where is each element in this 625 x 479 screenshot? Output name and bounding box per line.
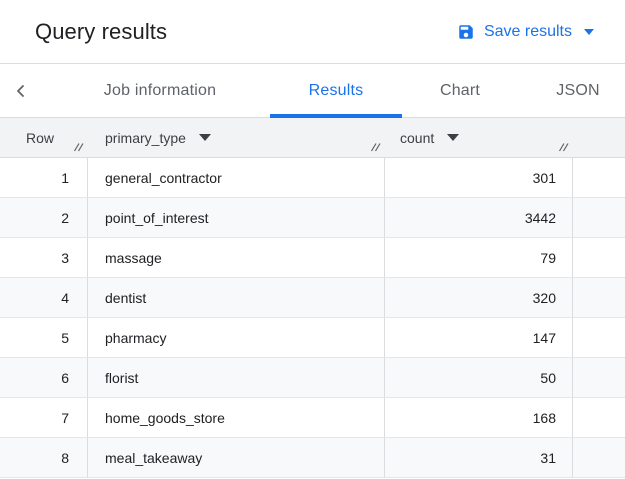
column-resize-handle-icon[interactable] bbox=[558, 142, 569, 152]
count-cell[interactable]: 301 bbox=[385, 158, 573, 197]
count-cell[interactable]: 147 bbox=[385, 318, 573, 357]
table-row[interactable]: 2 point_of_interest 3442 bbox=[0, 198, 625, 238]
primary-type-cell[interactable]: massage bbox=[88, 238, 385, 277]
count-cell[interactable]: 168 bbox=[385, 398, 573, 437]
table-row[interactable]: 8 meal_takeaway 31 bbox=[0, 438, 625, 478]
count-cell[interactable]: 79 bbox=[385, 238, 573, 277]
count-cell[interactable]: 50 bbox=[385, 358, 573, 397]
save-results-label: Save results bbox=[483, 22, 572, 40]
tab-chart[interactable]: Chart bbox=[420, 64, 500, 117]
table-row[interactable]: 1 general_contractor 301 bbox=[0, 158, 625, 198]
spill-cell bbox=[573, 278, 625, 317]
primary-type-cell[interactable]: meal_takeaway bbox=[88, 438, 385, 477]
column-resize-handle-icon[interactable] bbox=[73, 142, 84, 152]
count-cell[interactable]: 3442 bbox=[385, 198, 573, 237]
row-number-cell: 7 bbox=[0, 398, 88, 437]
results-tab-bar: Job information Results Chart JSON bbox=[0, 64, 625, 118]
column-header-primary-type-label: primary_type bbox=[105, 129, 186, 146]
column-resize-handle-icon[interactable] bbox=[370, 142, 381, 152]
spill-cell bbox=[573, 438, 625, 477]
spill-cell bbox=[573, 238, 625, 277]
primary-type-cell[interactable]: point_of_interest bbox=[88, 198, 385, 237]
primary-type-cell[interactable]: pharmacy bbox=[88, 318, 385, 357]
count-cell[interactable]: 31 bbox=[385, 438, 573, 477]
table-header-row: Row primary_type count bbox=[0, 118, 625, 158]
table-row[interactable]: 5 pharmacy 147 bbox=[0, 318, 625, 358]
row-number-cell: 2 bbox=[0, 198, 88, 237]
spill-cell bbox=[573, 158, 625, 197]
panel-header: Query results Save results bbox=[0, 0, 625, 64]
spill-cell bbox=[573, 398, 625, 437]
caret-down-icon bbox=[584, 28, 594, 35]
table-row[interactable]: 3 massage 79 bbox=[0, 238, 625, 278]
column-menu-caret-icon[interactable] bbox=[447, 134, 460, 141]
primary-type-cell[interactable]: general_contractor bbox=[88, 158, 385, 197]
spill-cell bbox=[573, 198, 625, 237]
primary-type-cell[interactable]: florist bbox=[88, 358, 385, 397]
spill-cell bbox=[573, 318, 625, 357]
tabs-scroll-left-button[interactable] bbox=[0, 64, 42, 117]
page-title: Query results bbox=[35, 18, 168, 44]
column-header-count: count bbox=[385, 118, 573, 157]
spill-cell bbox=[573, 358, 625, 397]
column-header-row-label: Row bbox=[26, 129, 55, 146]
chevron-left-icon bbox=[13, 83, 29, 99]
column-header-row: Row bbox=[0, 118, 88, 157]
primary-type-cell[interactable]: home_goods_store bbox=[88, 398, 385, 437]
column-menu-caret-icon[interactable] bbox=[198, 134, 211, 141]
row-number-cell: 5 bbox=[0, 318, 88, 357]
tab-results[interactable]: Results bbox=[270, 64, 402, 118]
table-row[interactable]: 7 home_goods_store 168 bbox=[0, 398, 625, 438]
primary-type-cell[interactable]: dentist bbox=[88, 278, 385, 317]
save-results-button[interactable]: Save results bbox=[457, 23, 594, 41]
table-body: 1 general_contractor 301 2 point_of_inte… bbox=[0, 158, 625, 478]
column-header-primary-type: primary_type bbox=[88, 118, 385, 157]
row-number-cell: 4 bbox=[0, 278, 88, 317]
row-number-cell: 6 bbox=[0, 358, 88, 397]
table-row[interactable]: 6 florist 50 bbox=[0, 358, 625, 398]
row-number-cell: 8 bbox=[0, 438, 88, 477]
count-cell[interactable]: 320 bbox=[385, 278, 573, 317]
table-row[interactable]: 4 dentist 320 bbox=[0, 278, 625, 318]
tab-json[interactable]: JSON bbox=[540, 64, 616, 117]
tab-job-information[interactable]: Job information bbox=[78, 64, 242, 117]
save-icon bbox=[457, 23, 475, 41]
column-header-count-label: count bbox=[400, 129, 435, 146]
row-number-cell: 3 bbox=[0, 238, 88, 277]
row-number-cell: 1 bbox=[0, 158, 88, 197]
column-header-spill bbox=[573, 118, 625, 157]
